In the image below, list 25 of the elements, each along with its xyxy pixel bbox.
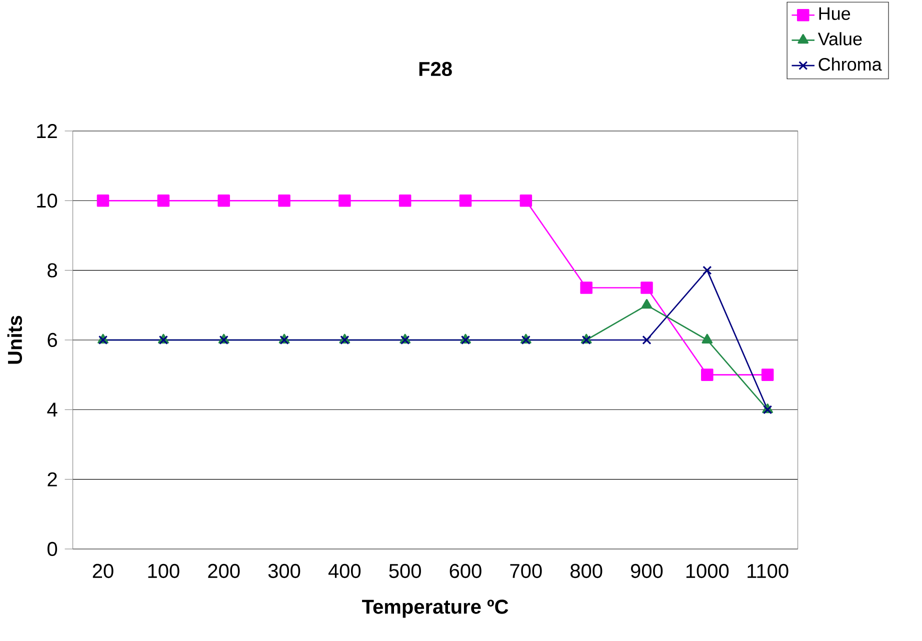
y-tick-label: 8 (48, 263, 57, 278)
x-tick-label: 200 (208, 564, 240, 578)
x-tick-label: 1000 (686, 564, 729, 578)
y-tick-label: 12 (37, 124, 57, 138)
y-tick-label: 6 (48, 332, 57, 348)
x-tick-label: 300 (268, 564, 300, 578)
x-tick-label: 100 (148, 564, 180, 578)
chart-title: F28 (419, 62, 452, 76)
y-tick-label: 2 (48, 472, 57, 486)
y-tick-label: 0 (48, 542, 58, 556)
legend-label: Value (818, 32, 862, 46)
y-axis-title: Units (7, 316, 22, 364)
x-tick-label: 20 (92, 564, 114, 578)
x-axis-title: Temperature ºC (362, 600, 508, 618)
x-tick-label: 800 (570, 564, 602, 578)
x-tick-label: 900 (631, 564, 663, 578)
x-tick-label: 700 (510, 564, 542, 578)
x-tick-label: 500 (389, 564, 421, 578)
y-tick-label: 10 (37, 194, 58, 208)
x-tick-label: 1100 (748, 564, 788, 578)
y-tick-label: 4 (47, 402, 58, 417)
legend-label: Hue (819, 7, 850, 20)
x-tick-label: 600 (450, 564, 482, 578)
x-tick-label: 400 (328, 564, 361, 578)
legend-label: Chroma (818, 58, 882, 71)
